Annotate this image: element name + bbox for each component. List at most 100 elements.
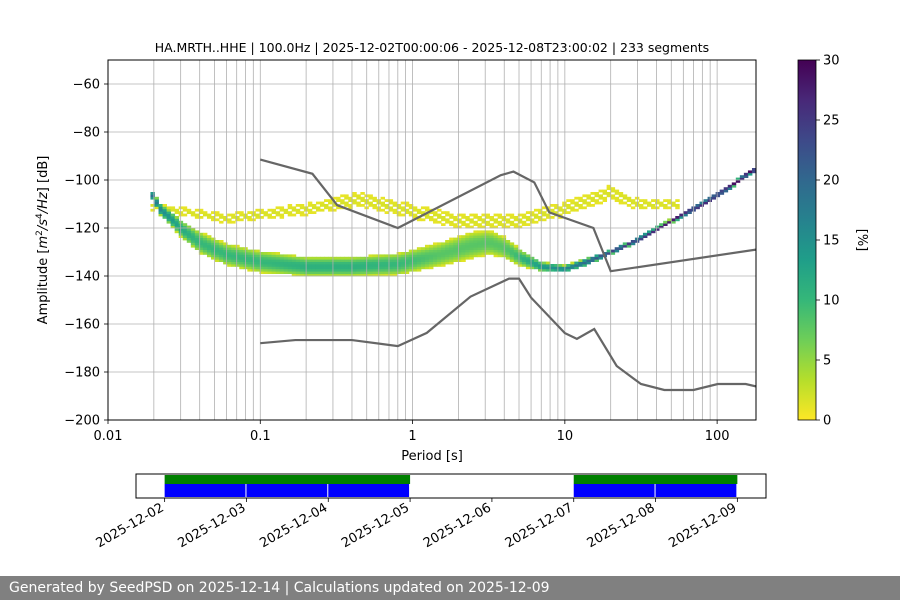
heatmap-cell xyxy=(328,264,333,267)
heatmap-cell xyxy=(457,259,462,262)
heatmap-cell xyxy=(586,204,591,207)
heatmap-cell xyxy=(198,242,204,246)
heatmap-cell xyxy=(461,244,466,248)
heatmap-cell xyxy=(315,271,321,274)
heatmap-cell xyxy=(332,271,337,274)
heatmap-cell xyxy=(489,223,494,226)
heatmap-cell xyxy=(521,256,527,260)
heatmap-cell xyxy=(469,252,474,255)
heatmap-cell xyxy=(215,240,220,243)
heatmap-cell xyxy=(465,256,470,260)
heatmap-cell xyxy=(392,273,398,277)
heatmap-cell xyxy=(437,261,442,265)
heatmap-cell xyxy=(372,261,377,265)
heatmap-cell xyxy=(598,256,603,260)
heatmap-cell xyxy=(614,196,620,200)
heatmap-cell xyxy=(711,194,717,198)
heatmap-cell xyxy=(461,240,466,243)
heatmap-cell xyxy=(194,213,200,217)
heatmap-cell xyxy=(412,268,418,272)
heatmap-cell xyxy=(461,254,466,258)
heatmap-cell xyxy=(743,175,749,178)
heatmap-cell xyxy=(392,268,398,272)
heatmap-cell xyxy=(259,261,264,265)
heatmap-cell xyxy=(380,208,385,212)
heatmap-cell xyxy=(558,208,563,212)
heatmap-cell xyxy=(388,268,394,272)
heatmap-cell xyxy=(247,211,252,214)
heatmap-cell xyxy=(380,266,385,270)
heatmap-cell xyxy=(211,244,216,248)
heatmap-cell xyxy=(542,261,547,265)
heatmap-cell xyxy=(202,235,208,238)
date-tick-label: 2025-12-07 xyxy=(503,500,576,551)
heatmap-cell xyxy=(392,256,398,260)
heatmap-cell xyxy=(416,254,422,258)
heatmap-cell xyxy=(235,259,240,262)
heatmap-cell xyxy=(408,249,414,253)
heatmap-cell xyxy=(429,216,434,219)
heatmap-cell xyxy=(582,261,587,265)
heatmap-cell xyxy=(505,225,511,229)
heatmap-cell xyxy=(182,232,188,236)
heatmap-cell xyxy=(186,232,192,236)
heatmap-cell xyxy=(170,218,176,222)
heatmap-cell xyxy=(485,232,490,236)
heatmap-cell xyxy=(340,271,345,274)
heatmap-cell xyxy=(586,256,591,260)
heatmap-cell xyxy=(747,172,753,176)
heatmap-cell xyxy=(372,264,377,267)
heatmap-cell xyxy=(170,216,176,219)
heatmap-cell xyxy=(215,254,220,258)
heatmap-cell xyxy=(404,266,410,270)
heatmap-cell xyxy=(247,268,252,272)
heatmap-cell xyxy=(429,252,434,255)
heatmap-cell xyxy=(372,199,377,202)
heatmap-cell xyxy=(420,218,426,222)
heatmap-cell xyxy=(675,204,680,207)
heatmap-cell xyxy=(566,264,571,267)
heatmap-cell xyxy=(493,235,499,238)
heatmap-cell xyxy=(570,201,575,205)
heatmap-cell xyxy=(622,244,628,248)
heatmap-cell xyxy=(558,213,563,217)
heatmap-cell xyxy=(562,204,567,207)
heatmap-cell xyxy=(328,206,333,210)
heatmap-cell xyxy=(295,204,301,207)
heatmap-cell xyxy=(396,211,402,214)
heatmap-cell xyxy=(542,268,547,272)
heatmap-cell xyxy=(533,266,539,270)
heatmap-cell xyxy=(384,271,390,274)
heatmap-cell xyxy=(529,256,535,260)
heatmap-cell xyxy=(437,208,442,212)
heatmap-cell xyxy=(295,256,301,260)
heatmap-cell xyxy=(215,247,220,250)
heatmap-cell xyxy=(525,254,531,258)
heatmap-cell xyxy=(190,230,196,234)
heatmap-cell xyxy=(247,254,252,258)
x-tick-label: 10 xyxy=(557,429,574,444)
heatmap-cell xyxy=(477,230,482,234)
heatmap-cell xyxy=(255,261,260,265)
heatmap-cell xyxy=(489,225,494,229)
heatmap-cell xyxy=(598,196,603,200)
heatmap-cell xyxy=(513,249,519,253)
heatmap-cell xyxy=(215,252,220,255)
heatmap-cell xyxy=(638,237,644,241)
heatmap-cell xyxy=(630,242,636,246)
nlnm-curve xyxy=(260,277,756,392)
heatmap-cell xyxy=(412,254,418,258)
heatmap-cell xyxy=(324,268,329,272)
heatmap-cell xyxy=(400,201,406,205)
heatmap-cell xyxy=(408,254,414,258)
date-tick-label: 2025-12-08 xyxy=(585,500,658,551)
heatmap-cell xyxy=(574,261,579,265)
heatmap-cell xyxy=(275,256,281,260)
x-tick-label: 100 xyxy=(705,429,730,444)
heatmap-cell xyxy=(416,264,422,267)
heatmap-cell xyxy=(315,256,321,260)
heatmap-cell xyxy=(235,247,240,250)
heatmap-cell xyxy=(344,194,349,198)
chart-title: HA.MRTH..HHE | 100.0Hz | 2025-12-02T00:0… xyxy=(155,40,709,55)
heatmap-cell xyxy=(533,220,539,224)
